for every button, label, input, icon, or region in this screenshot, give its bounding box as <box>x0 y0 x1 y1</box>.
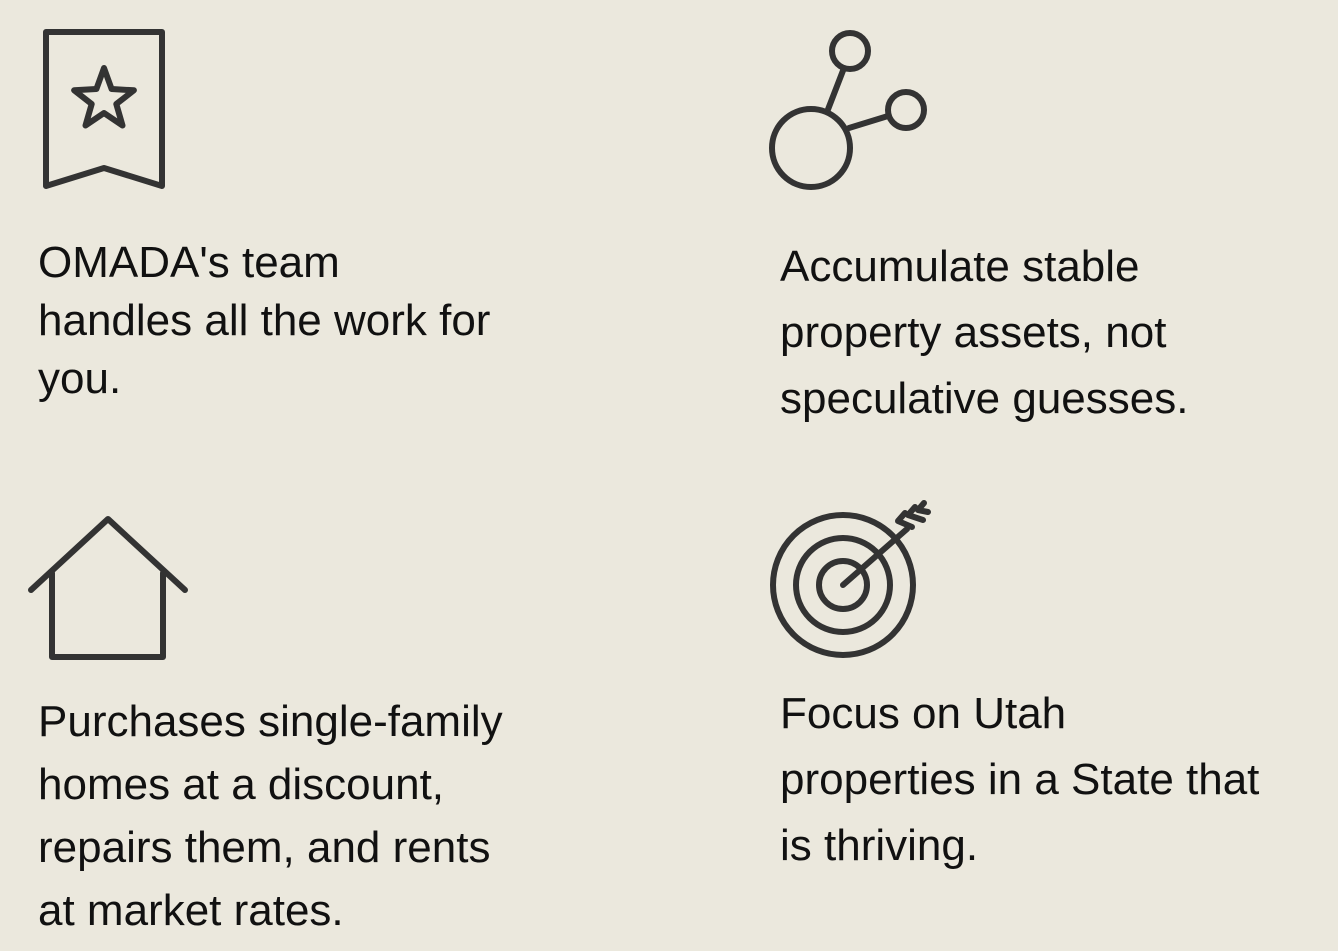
house-icon <box>28 516 188 660</box>
bookmark-star-icon <box>43 29 165 189</box>
molecule-network-icon <box>769 30 927 190</box>
feature-text-team: OMADA's team handles all the work for yo… <box>38 238 491 403</box>
feature-card-utah: Focus on Utah properties in a State that… <box>669 475 1338 951</box>
feature-card-assets: Accumulate stable property assets, not s… <box>669 0 1338 475</box>
target-arrow-icon <box>770 500 931 658</box>
feature-text-assets: Accumulate stable property assets, not s… <box>780 242 1189 423</box>
feature-text-utah: Focus on Utah properties in a State that… <box>780 689 1260 870</box>
feature-card-homes: Purchases single-family homes at a disco… <box>0 475 669 951</box>
feature-text-homes: Purchases single-family homes at a disco… <box>38 697 503 935</box>
feature-card-team: OMADA's team handles all the work for yo… <box>0 0 669 475</box>
